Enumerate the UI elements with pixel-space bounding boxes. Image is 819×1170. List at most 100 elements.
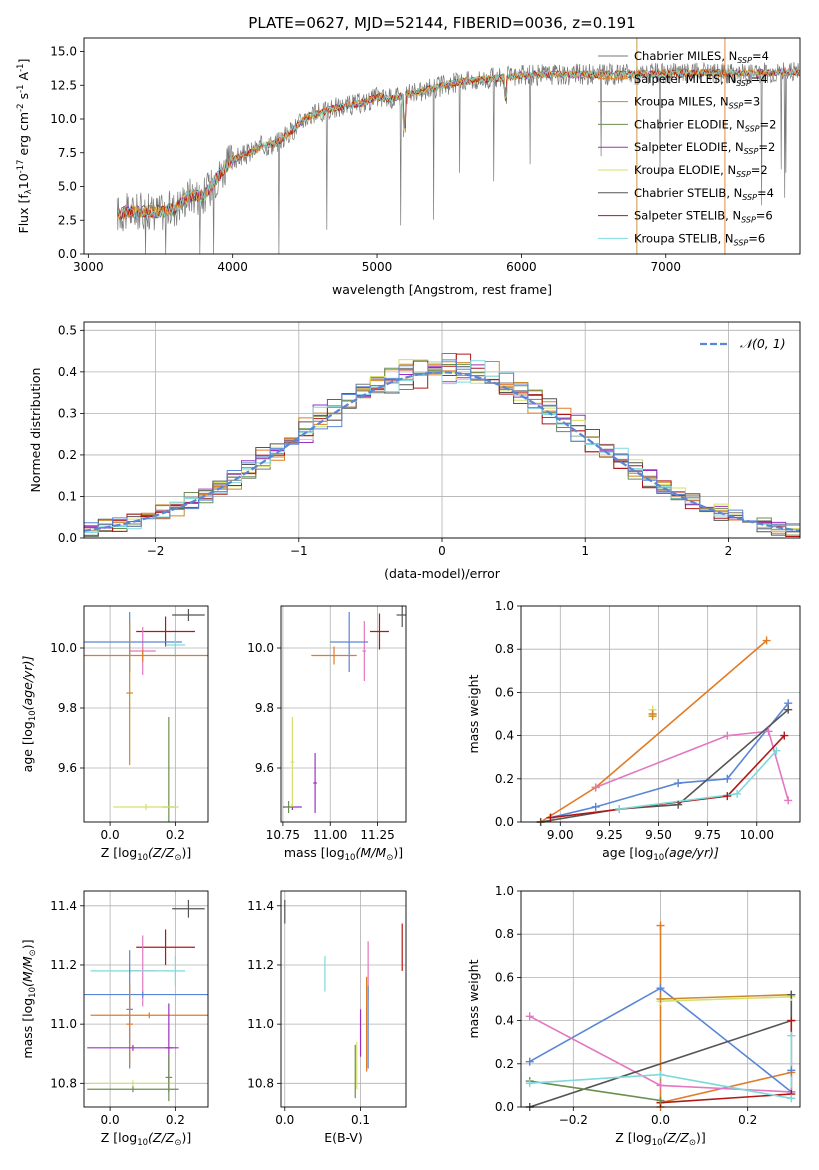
- label-part: SSP: [742, 193, 757, 202]
- x-tick-label: 0.0: [101, 1113, 120, 1127]
- y-axis-label: mass [log10(M/M⊙)]: [20, 939, 38, 1058]
- age-vs-mass-panel: 10.75 11.00 11.25 9.6 9.8 10.0 mass [log10(M/M…: [247, 605, 407, 863]
- x-tick-label: 7000: [650, 260, 681, 274]
- spectrum-panel: 3000 4000 5000 6000 7000 0.0 2.5 5.0 7.5 10.0 12.5…: [16, 37, 801, 297]
- legend-label: Salpeter MILES, NSSP=4: [634, 72, 768, 88]
- mass-weight-marker: [656, 1081, 665, 1090]
- label-part: SSP: [729, 102, 744, 111]
- mass-weight-line: [595, 730, 789, 801]
- massweight-vs-age-panel: 9.00 9.25 9.50 9.75 10.00 0.0 0.2 0.4 0.6 0.8 1.0 a…: [466, 599, 801, 863]
- x-tick-label: 0: [438, 544, 446, 558]
- y-tick-label: 9.8: [58, 701, 77, 715]
- label-part: 10: [16, 173, 31, 189]
- label-part: -2: [16, 103, 26, 111]
- label-part: =2: [760, 117, 777, 131]
- x-tick-label: 0.0: [101, 828, 120, 842]
- label-part: )]: [181, 1130, 191, 1145]
- y-tick-label: 0.2: [495, 772, 514, 786]
- mass-weight-marker: [733, 789, 742, 798]
- label-part: (Z/Z: [148, 845, 175, 860]
- x-axis-label: wavelength [Angstrom, rest frame]: [332, 282, 552, 297]
- label-part: -1: [16, 63, 26, 71]
- mass-weight-marker: [674, 800, 683, 809]
- spectrum-line: [118, 67, 800, 220]
- mass-weight-marker: [787, 1016, 796, 1025]
- y-tick-label: 0.1: [58, 489, 77, 503]
- x-tick-label: 0.2: [166, 828, 185, 842]
- axes-frame: [83, 37, 801, 255]
- x-tick-label: 1: [581, 544, 589, 558]
- label-part: 10: [137, 1138, 148, 1148]
- y-tick-label: 11.2: [247, 958, 274, 972]
- x-tick-label: 11.25: [360, 828, 394, 842]
- y-tick-label: 0.4: [495, 1014, 514, 1028]
- mass-weight-marker: [525, 1057, 534, 1066]
- mass-weight-marker: [787, 1031, 796, 1040]
- y-tick-label: 15.0: [50, 45, 77, 59]
- label-part: SSP: [736, 170, 751, 179]
- x-tick-label: 4000: [217, 260, 248, 274]
- mass-weight-marker: [656, 1096, 665, 1105]
- label-part: (Z/Z: [663, 1130, 690, 1145]
- label-part: =2: [758, 140, 775, 154]
- x-tick-label: 0.2: [738, 1113, 757, 1127]
- x-tick-label: 5000: [362, 260, 393, 274]
- legend-label: Chabrier MILES, NSSP=4: [634, 49, 769, 65]
- label-part: 10: [652, 1138, 663, 1148]
- label-part: age [log: [20, 721, 35, 772]
- legend-label: Salpeter STELIB, NSSP=6: [634, 209, 773, 225]
- x-tick-label: 9.00: [547, 828, 574, 842]
- legend-label: Kroupa STELIB, NSSP=6: [634, 231, 765, 247]
- label-part: =4: [751, 72, 768, 86]
- x-axis-label: mass [log10(M/MM⊙)]: [284, 845, 403, 863]
- y-tick-label: 5.0: [58, 180, 77, 194]
- y-tick-label: 0.0: [495, 815, 514, 829]
- label-part: Chabrier ELODIE, N: [634, 117, 745, 131]
- figure-title: PLATE=0627, MJD=52144, FIBERID=0036, z=0…: [248, 14, 635, 32]
- label-part: ]: [16, 59, 31, 64]
- mass-weight-marker: [787, 990, 796, 999]
- y-tick-label: 11.4: [50, 899, 77, 913]
- mass-vs-metallicity-panel: 0.0 0.2 10.8 11.0 11.2 11.4 Z [log10(Z/ZM⊙)] ma…: [20, 890, 209, 1148]
- y-tick-label: 0.0: [58, 247, 77, 261]
- mass-weight-marker: [787, 1094, 796, 1103]
- y-tick-label: 0.2: [495, 1057, 514, 1071]
- label-part: )]: [181, 845, 191, 860]
- label-part: SSP: [736, 79, 751, 88]
- label-part: Salpeter ELODIE, N: [634, 140, 744, 154]
- y-tick-label: 9.6: [58, 761, 77, 775]
- x-axis-label: Z [log10(Z/ZM⊙)]: [101, 1130, 192, 1148]
- y-tick-label: 1.0: [495, 599, 514, 613]
- mass-weight-marker: [656, 1070, 665, 1079]
- mass-vs-ebv-panel: 0.0 0.1 10.8 11.0 11.2 11.4 E(B-V): [247, 890, 407, 1145]
- y-tick-label: 10.0: [247, 641, 274, 655]
- axes-frame: [83, 605, 209, 823]
- mass-weight-line: [659, 925, 792, 1107]
- label-part: 10: [137, 853, 148, 863]
- y-tick-label: 9.6: [255, 761, 274, 775]
- y-tick-label: 0.5: [58, 323, 77, 337]
- plot-area: [116, 38, 800, 254]
- x-tick-label: 10.00: [740, 828, 774, 842]
- y-tick-label: 11.4: [247, 899, 274, 913]
- y-axis-label: Normed distribution: [28, 368, 43, 493]
- label-part: SSP: [741, 216, 756, 225]
- y-tick-label: 0.4: [495, 729, 514, 743]
- legend-label: Kroupa MILES, NSSP=3: [634, 95, 760, 111]
- label-part: Flux [f: [16, 194, 31, 234]
- plot-area: [284, 899, 403, 1099]
- label-part: A: [16, 71, 31, 84]
- x-tick-label: 9.75: [694, 828, 721, 842]
- label-part: Kroupa STELIB, N: [634, 231, 734, 245]
- mass-weight-marker: [674, 779, 683, 788]
- mass-weight-marker: [591, 802, 600, 811]
- mass-weight-marker: [648, 710, 657, 718]
- label-part: (age/yr)]: [664, 845, 719, 860]
- y-tick-label: 0.3: [58, 406, 77, 420]
- y-tick-label: 10.8: [50, 1076, 77, 1090]
- mass-weight-line: [660, 993, 792, 1000]
- axes-frame: [83, 321, 801, 539]
- y-tick-label: 1.0: [495, 884, 514, 898]
- y-tick-label: 0.8: [495, 642, 514, 656]
- label-part: Chabrier MILES, N: [634, 49, 737, 63]
